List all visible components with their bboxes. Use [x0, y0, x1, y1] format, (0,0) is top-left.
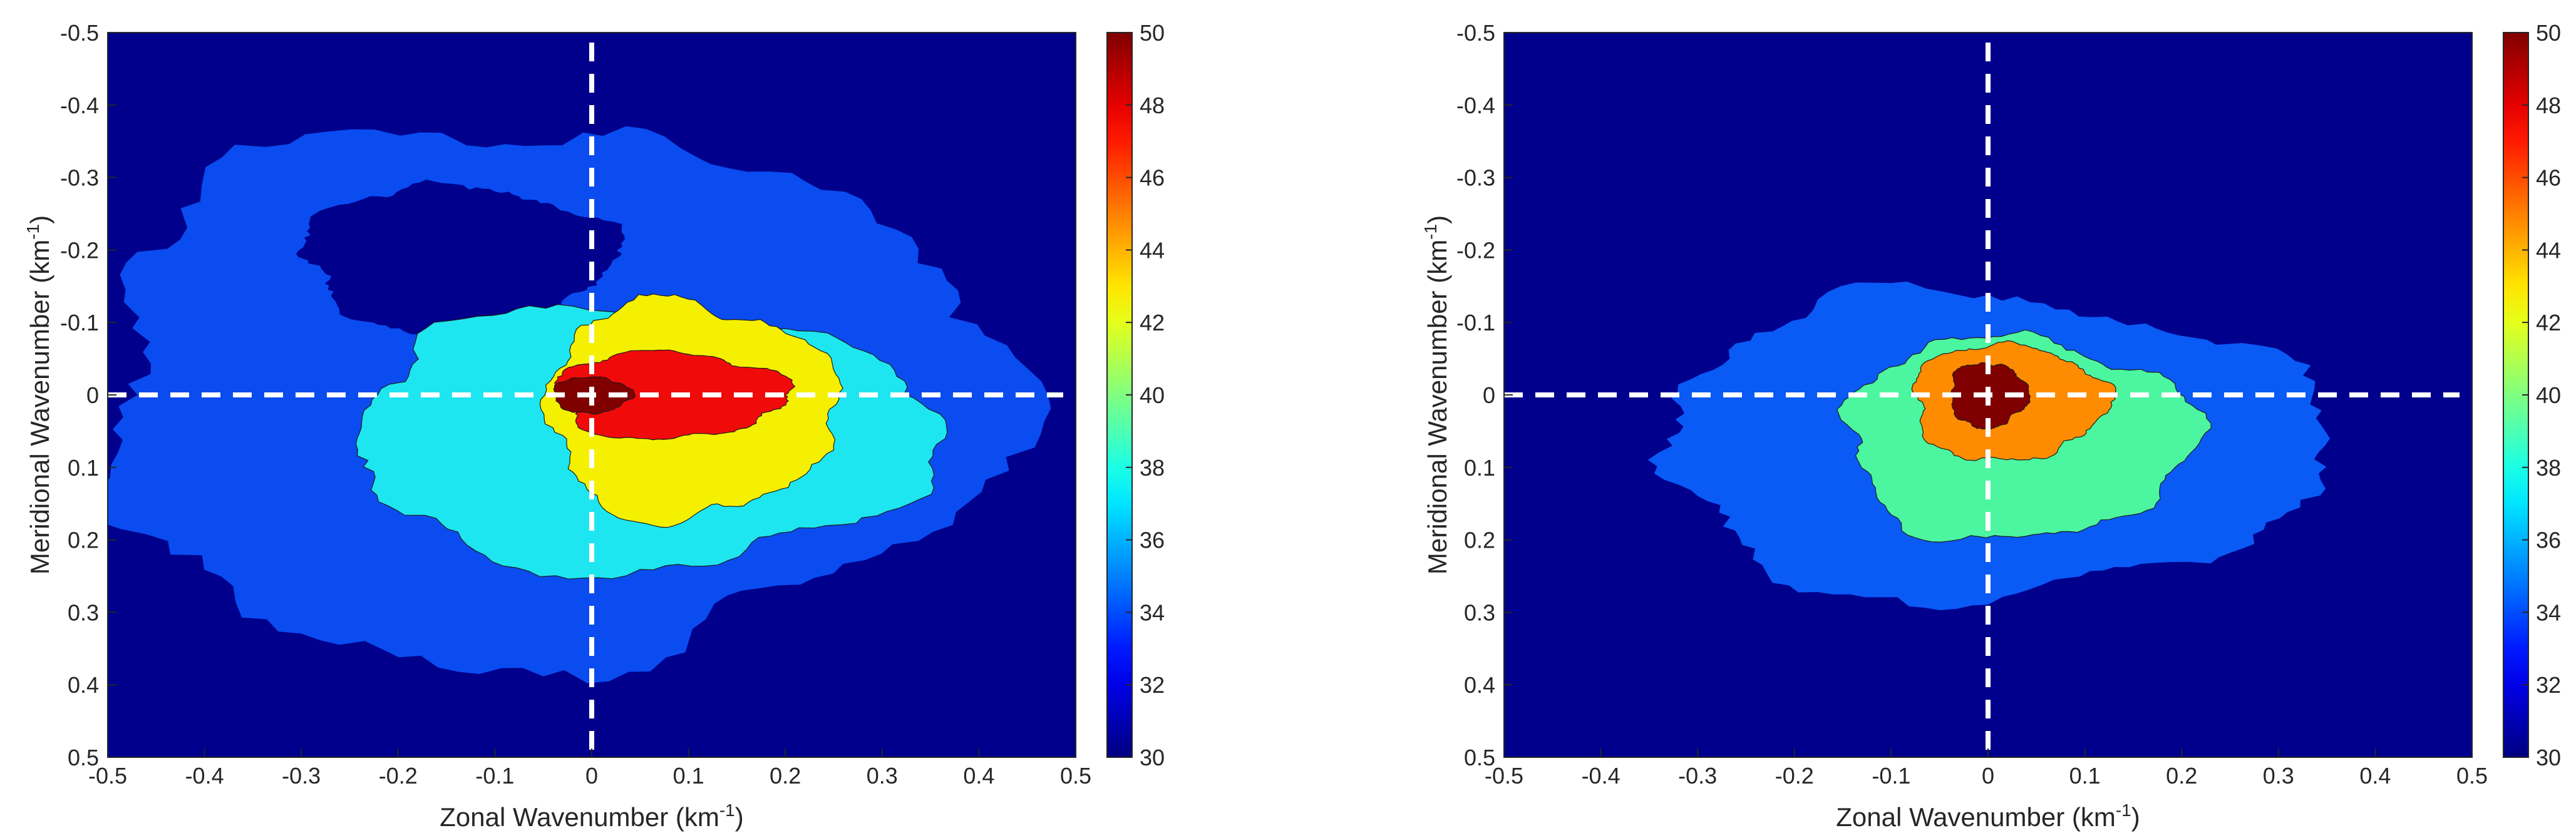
colorbar-tick-label: 40: [2536, 382, 2561, 408]
y-tick-label: 0.3: [68, 600, 99, 625]
x-tick-label: -0.1: [475, 763, 514, 789]
colorbar-tick-label: 32: [1140, 672, 1165, 698]
y-tick-label: -0.3: [1456, 165, 1495, 191]
colorbar-tick-label: 34: [1140, 600, 1165, 625]
x-tick-label: 0.1: [673, 763, 704, 789]
y-tick-label: -0.1: [1456, 310, 1495, 335]
x-tick-label: 0.2: [2166, 763, 2197, 789]
y-tick-label: -0.4: [1456, 93, 1495, 118]
contour-level-30: [296, 179, 626, 335]
contour-group: [108, 43, 1063, 757]
x-axis-label: Zonal Wavenumber (km-1): [440, 800, 743, 832]
y-tick-label: 0.5: [68, 745, 99, 770]
colorbar-tick-label: 42: [2536, 310, 2561, 335]
y-tick-label: 0.5: [1464, 745, 1495, 770]
colorbar-tick-label: 32: [2536, 672, 2561, 698]
y-tick-label: -0.5: [1456, 20, 1495, 46]
x-tick-label: -0.4: [1582, 763, 1620, 789]
x-tick-label: -0.3: [1678, 763, 1717, 789]
colorbar-tick-label: 48: [1140, 93, 1165, 118]
y-tick-label: 0.4: [1464, 672, 1495, 698]
y-tick-label: -0.3: [60, 165, 99, 191]
colorbar-tick-label: 38: [2536, 455, 2561, 481]
x-tick-label: -0.1: [1872, 763, 1910, 789]
colorbar-tick-label: 50: [1140, 20, 1165, 46]
colorbar-tick-label: 42: [1140, 310, 1165, 335]
x-tick-label: 0.3: [2263, 763, 2294, 789]
colorbar-tick-label: 46: [2536, 165, 2561, 191]
y-tick-label: 0.2: [68, 528, 99, 553]
x-tick-label: -0.2: [379, 763, 418, 789]
y-tick-label: 0.2: [1464, 528, 1495, 553]
x-tick-label: 0: [585, 763, 598, 789]
y-tick-label: -0.5: [60, 20, 99, 46]
y-tick-label: 0.3: [1464, 600, 1495, 625]
y-axis-label: Meridional Wavenumber (km-1): [1421, 215, 1452, 575]
x-tick-label: -0.5: [88, 763, 127, 789]
x-tick-label: 0: [1982, 763, 1994, 789]
colorbar-tick-label: 36: [2536, 528, 2561, 553]
y-tick-label: 0: [86, 382, 99, 408]
x-tick-label: -0.4: [185, 763, 224, 789]
x-tick-label: 0.5: [2456, 763, 2488, 789]
colorbar-tick-label: 30: [1140, 745, 1165, 770]
x-tick-label: -0.5: [1485, 763, 1523, 789]
x-tick-label: 0.5: [1060, 763, 1091, 789]
y-tick-label: 0.4: [68, 672, 99, 698]
y-tick-label: 0: [1483, 382, 1495, 408]
x-tick-label: -0.3: [282, 763, 321, 789]
y-tick-label: 0.1: [68, 455, 99, 481]
x-tick-label: -0.2: [1775, 763, 1814, 789]
x-tick-label: 0.1: [2069, 763, 2101, 789]
y-tick-label: -0.2: [1456, 237, 1495, 263]
panel-left: -0.5 -0.4 -0.3 -0.2 -0.1 0 0.1 0.2 0.3 0.4 0.5-0.5…: [23, 20, 1165, 832]
panel-right: -0.5 -0.4 -0.3 -0.2 -0.1 0 0.1 0.2 0.3 0.4 0.5-0.5…: [1421, 20, 2561, 832]
colorbar-tick-label: 30: [2536, 745, 2561, 770]
colorbar-tick-label: 44: [2536, 237, 2561, 263]
y-tick-label: 0.1: [1464, 455, 1495, 481]
y-axis-label: Meridional Wavenumber (km-1): [23, 215, 54, 575]
x-tick-label: 0.4: [963, 763, 994, 789]
colorbar-tick-label: 38: [1140, 455, 1165, 481]
colorbar-tick-label: 44: [1140, 237, 1165, 263]
x-tick-label: 0.3: [867, 763, 898, 789]
colorbar-tick-label: 34: [2536, 600, 2561, 625]
x-axis-label: Zonal Wavenumber (km-1): [1836, 800, 2140, 832]
y-tick-label: -0.2: [60, 237, 99, 263]
colorbar-tick-label: 36: [1140, 528, 1165, 553]
y-tick-label: -0.4: [60, 93, 99, 118]
colorbar-tick-label: 46: [1140, 165, 1165, 191]
x-tick-label: 0.2: [770, 763, 801, 789]
colorbar-tick-label: 50: [2536, 20, 2561, 46]
colorbar-tick-label: 40: [1140, 382, 1165, 408]
x-tick-label: 0.4: [2359, 763, 2391, 789]
contour-group: [1504, 43, 2460, 757]
colorbar-tick-label: 48: [2536, 93, 2561, 118]
y-tick-label: -0.1: [60, 310, 99, 335]
